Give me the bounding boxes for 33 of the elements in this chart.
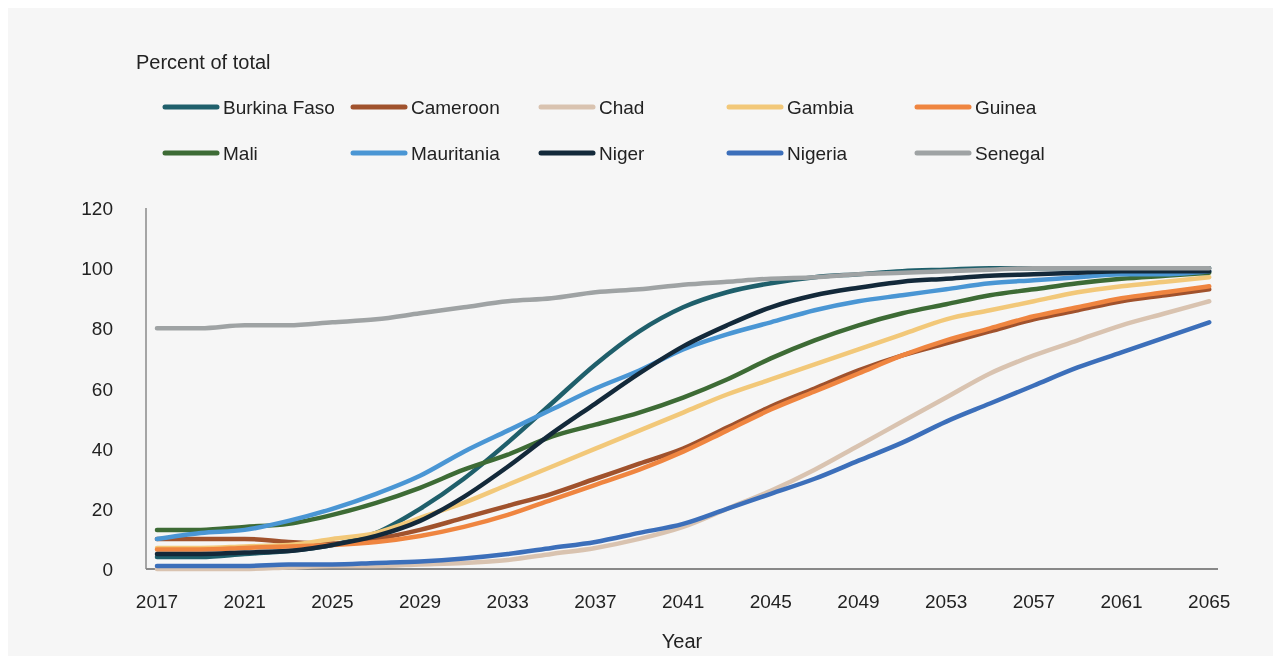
legend-label: Mauritania xyxy=(411,143,501,164)
x-tick-label: 2053 xyxy=(925,591,968,612)
x-tick-label: 2037 xyxy=(574,591,617,612)
y-tick-label: 120 xyxy=(81,198,113,219)
x-axis-title: Year xyxy=(661,630,703,652)
y-tick-label: 80 xyxy=(91,318,113,340)
x-tick-label: 2061 xyxy=(1100,591,1143,612)
line-series xyxy=(154,265,1212,331)
y-tick-label: 0 xyxy=(102,559,113,580)
y-tick-label: 20 xyxy=(91,498,113,520)
x-tick-label: 2025 xyxy=(311,591,354,612)
x-tick-label: 2017 xyxy=(135,591,179,612)
legend-label: Guinea xyxy=(975,97,1037,118)
legend-label: Cameroon xyxy=(411,97,500,118)
legend-label: Niger xyxy=(599,143,646,164)
x-tick-label: 2033 xyxy=(486,591,529,612)
legend-label: Senegal xyxy=(975,143,1045,164)
x-tick-label: 2045 xyxy=(749,591,792,612)
legend-label: Mali xyxy=(223,143,258,164)
legend-label: Chad xyxy=(599,97,645,118)
x-tick-label: 2041 xyxy=(661,591,705,612)
y-tick-label: 40 xyxy=(91,438,113,460)
x-tick-label: 2049 xyxy=(837,591,880,612)
y-tick-label: 60 xyxy=(91,378,113,400)
legend-label: Burkina Faso xyxy=(223,97,335,118)
legend-label: Nigeria xyxy=(787,143,848,164)
x-tick-label: 2057 xyxy=(1012,591,1055,612)
x-tick-label: 2021 xyxy=(223,591,266,612)
text: Percent of total xyxy=(136,51,271,73)
y-tick-label: 100 xyxy=(81,258,113,280)
x-tick-label: 2029 xyxy=(398,591,442,612)
legend-label: Gambia xyxy=(787,97,854,118)
x-tick-label: 2065 xyxy=(1188,591,1231,612)
